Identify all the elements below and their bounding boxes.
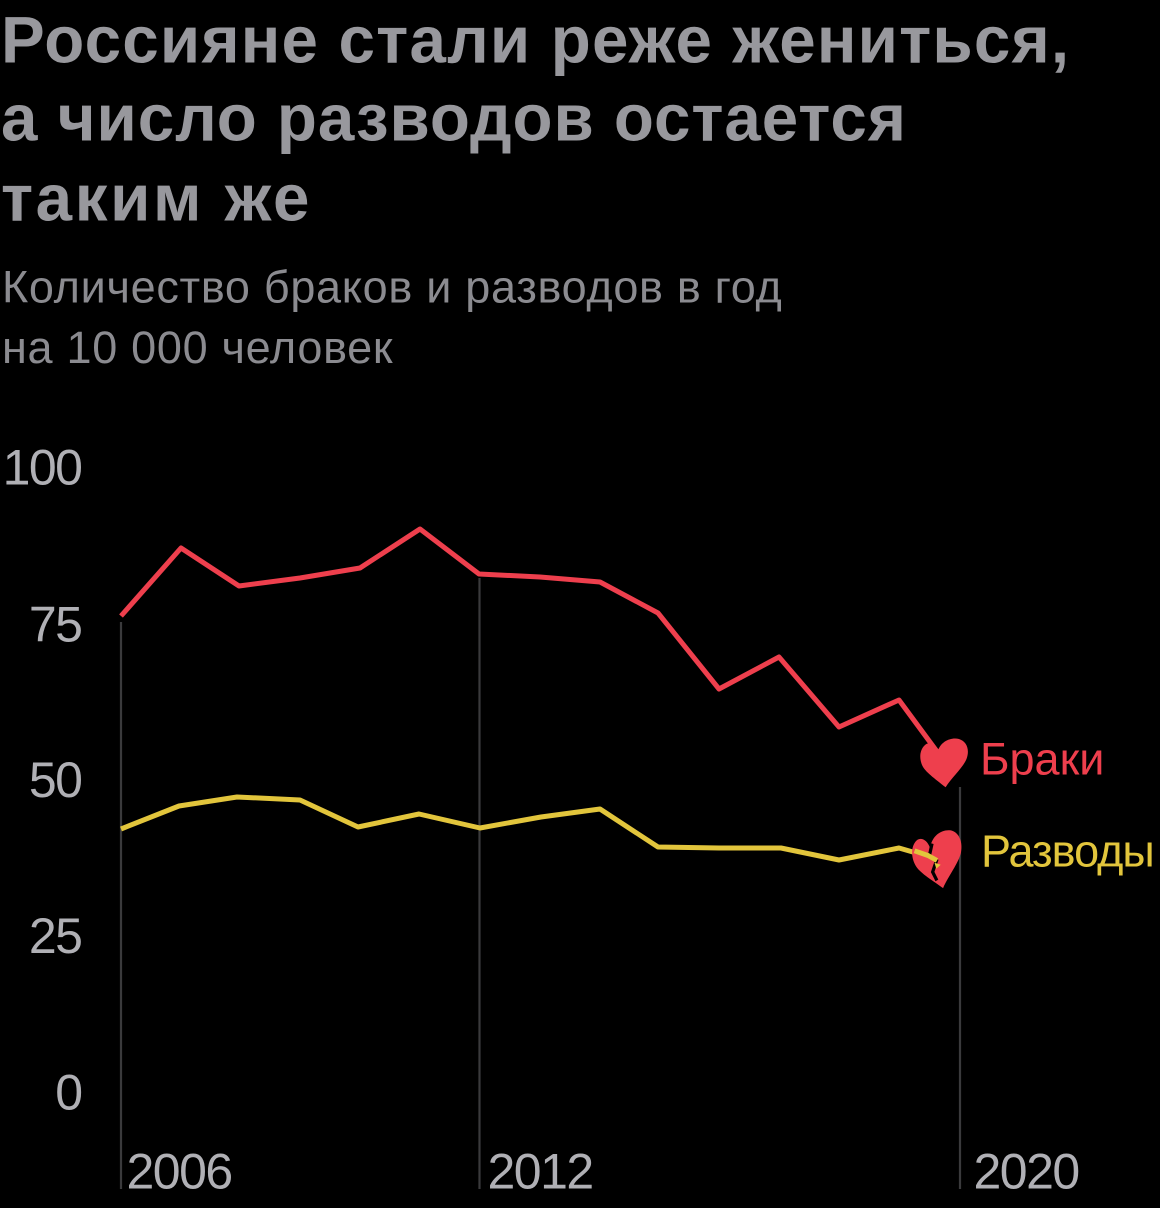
- svg-text:25: 25: [29, 908, 82, 964]
- svg-text:Количество браков и разводов в: Количество браков и разводов в год: [2, 262, 783, 313]
- svg-text:2012: 2012: [488, 1144, 593, 1200]
- svg-text:2006: 2006: [127, 1144, 232, 1200]
- svg-text:100: 100: [3, 440, 82, 496]
- svg-text:а число разводов остается: а число разводов остается: [1, 82, 907, 155]
- svg-text:Браки: Браки: [980, 734, 1104, 785]
- svg-text:Разводы: Разводы: [981, 826, 1154, 877]
- svg-text:50: 50: [29, 752, 82, 808]
- svg-text:таким же: таким же: [1, 162, 312, 235]
- svg-text:на 10 000 человек: на 10 000 человек: [2, 322, 393, 373]
- svg-text:Россияне стали реже жениться,: Россияне стали реже жениться,: [1, 4, 1070, 77]
- svg-text:0: 0: [55, 1065, 81, 1121]
- svg-text:2020: 2020: [974, 1144, 1079, 1200]
- svg-text:75: 75: [29, 597, 82, 653]
